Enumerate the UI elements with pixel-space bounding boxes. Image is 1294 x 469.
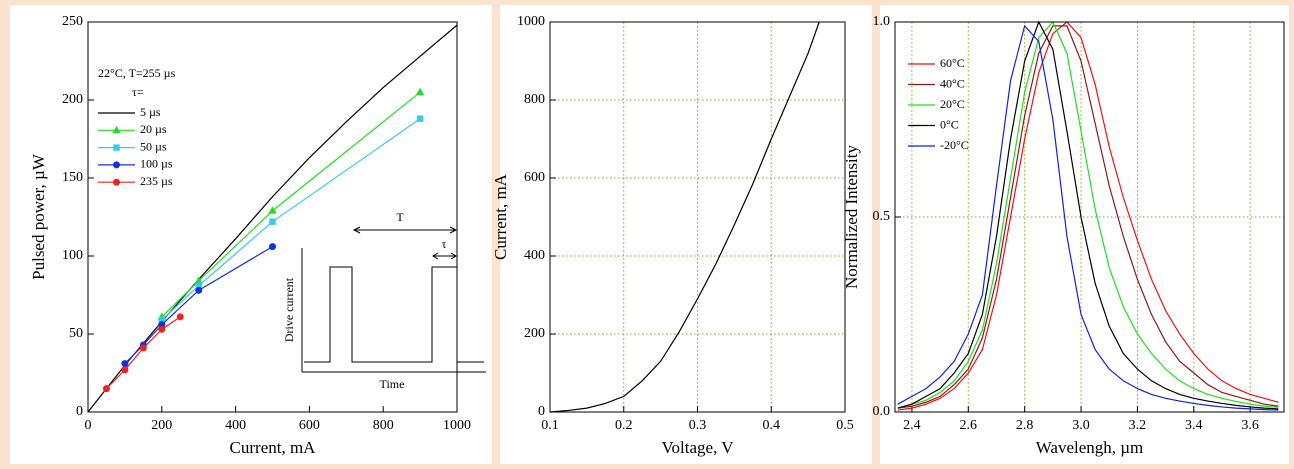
y-tick-label: 1.0 [873, 14, 891, 29]
x-tick-label: 0.4 [763, 418, 781, 433]
y-tick-label: 0 [538, 404, 545, 419]
x-tick-label: 0.5 [836, 418, 854, 433]
x-tick-label: 3.0 [1072, 418, 1090, 433]
marker [269, 218, 276, 225]
series-line [897, 21, 1279, 411]
legend-marker [113, 161, 120, 169]
x-tick-label: 2.6 [960, 418, 978, 433]
y-tick-label: 50 [69, 326, 83, 341]
marker [121, 366, 129, 374]
inset-arrow [450, 252, 457, 260]
tau-label: τ= [132, 85, 144, 99]
marker [176, 313, 184, 321]
marker [102, 385, 110, 393]
y-tick-label: 600 [524, 170, 545, 185]
x-tick-label: 2.4 [903, 418, 921, 433]
x-tick-label: 600 [299, 418, 320, 433]
y-tick-label: 150 [62, 170, 83, 185]
series-line [897, 24, 1279, 411]
x-tick-label: 0 [85, 418, 92, 433]
x-tick-label: 3.4 [1185, 418, 1203, 433]
x-axis-label: Voltage, V [661, 438, 734, 457]
series-line [897, 25, 1279, 409]
marker [158, 325, 166, 333]
legend-label: 20 µs [140, 122, 167, 136]
inset-arrow [352, 226, 361, 234]
legend-label: 60°C [940, 56, 965, 70]
marker [195, 286, 203, 294]
series-line [161, 118, 421, 321]
y-tick-label: 0.0 [873, 404, 891, 419]
x-tick-label: 0.1 [541, 418, 559, 433]
y-tick-label: 1000 [517, 14, 545, 29]
marker [121, 360, 129, 368]
legend-label: 40°C [940, 76, 965, 90]
legend-marker [113, 178, 120, 186]
legend-label: 5 µs [140, 105, 161, 119]
inset-arrow [432, 252, 439, 260]
x-tick-label: 800 [373, 418, 394, 433]
panel [500, 5, 872, 464]
marker [416, 115, 424, 122]
inset-xlabel: Time [380, 377, 405, 391]
x-tick-label: 0.2 [615, 418, 633, 433]
plot-frame [549, 21, 846, 413]
x-tick-label: 0.3 [689, 418, 707, 433]
legend-marker [112, 125, 121, 134]
y-axis-label: Normalized Intensity [842, 145, 861, 289]
plot-frame [894, 21, 1285, 413]
legend-label: 100 µs [140, 157, 173, 171]
y-tick-label: 100 [62, 248, 83, 263]
legend-label: 20°C [940, 97, 965, 111]
x-axis-label: Current, mA [230, 438, 317, 457]
marker [139, 344, 147, 352]
inset-arrow [449, 226, 458, 234]
panel [10, 5, 492, 464]
marker [269, 243, 276, 251]
series-line [161, 91, 421, 318]
marker [268, 206, 277, 214]
marker [194, 276, 203, 284]
y-tick-label: 200 [524, 326, 545, 341]
condition: 22°C, T=255 µs [98, 66, 176, 80]
marker [415, 87, 425, 96]
y-tick-label: 200 [62, 92, 83, 107]
y-tick-label: 800 [524, 92, 545, 107]
plot-frame [87, 21, 458, 413]
marker [195, 282, 202, 289]
legend-label: 0°C [940, 117, 959, 131]
x-tick-label: 200 [151, 418, 172, 433]
y-axis-label: Current, mA [491, 173, 510, 260]
x-tick-label: 2.8 [1016, 418, 1034, 433]
legend-label: 235 µs [140, 174, 173, 188]
x-tick-label: 1000 [443, 418, 471, 433]
x-tick-label: 3.2 [1129, 418, 1147, 433]
y-tick-label: 0 [76, 404, 83, 419]
x-tick-label: 3.6 [1241, 418, 1259, 433]
series-line [549, 21, 820, 413]
legend-label: -20°C [940, 138, 969, 152]
y-tick-label: 400 [524, 248, 545, 263]
marker [158, 316, 165, 324]
x-tick-label: 400 [225, 418, 246, 433]
y-axis-label: Pulsed power, µW [29, 153, 48, 280]
series-line [897, 20, 1279, 409]
series-line [897, 20, 1279, 410]
y-tick-label: 0.5 [873, 209, 891, 224]
inset-period: T [396, 210, 404, 224]
inset-width: τ [442, 237, 447, 251]
inset-ylabel: Drive current [282, 277, 296, 342]
y-tick-label: 250 [62, 14, 83, 29]
legend-marker [113, 144, 120, 151]
x-axis-label: Wavelengh, µm [1036, 438, 1144, 457]
legend-label: 50 µs [140, 139, 167, 153]
